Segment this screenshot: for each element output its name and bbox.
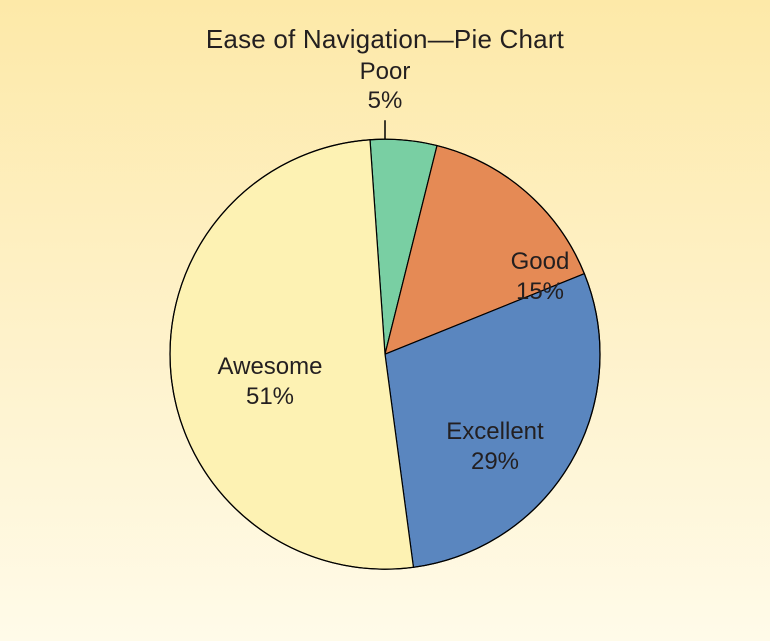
slice-label-poor: Poor (360, 58, 411, 85)
slice-percent-good: 15% (516, 278, 564, 305)
slice-label-awesome: Awesome (218, 353, 323, 380)
slice-label-excellent: Excellent (446, 418, 544, 445)
slice-percent-excellent: 29% (471, 448, 519, 475)
slice-percent-awesome: 51% (246, 383, 294, 410)
slice-percent-poor: 5% (368, 87, 403, 114)
pie-chart: Poor5% Good 15% Excellent 29% Awesome 51% (65, 54, 705, 634)
slice-label-good: Good (511, 248, 570, 275)
chart-title: Ease of Navigation—Pie Chart (0, 24, 770, 55)
